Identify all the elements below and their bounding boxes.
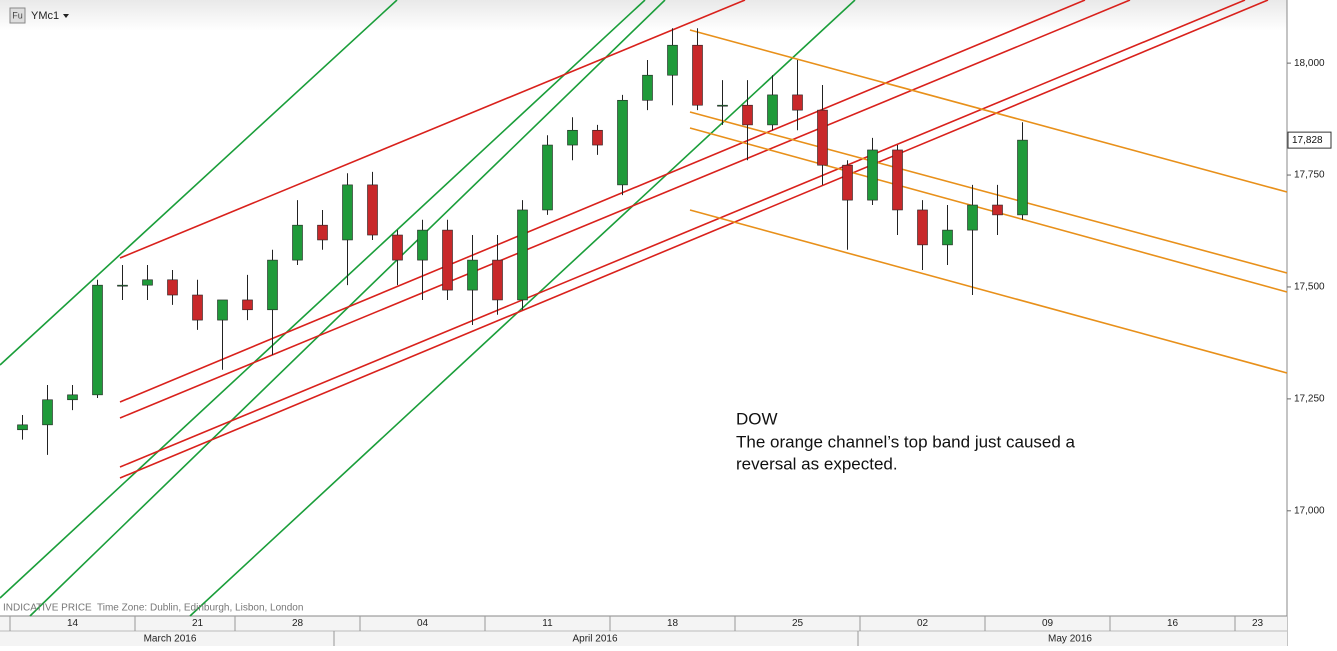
candle-body (167, 279, 178, 296)
x-tick-label: 11 (542, 618, 553, 629)
orange-channel (689, 29, 1288, 374)
y-tick-label: 17,250 (1294, 394, 1325, 405)
candle-body (242, 299, 253, 311)
candle-body (942, 229, 953, 246)
candle-body (442, 229, 453, 291)
red-channel (119, 0, 1269, 479)
trend-lines (0, 0, 1288, 617)
candle-body (467, 259, 478, 291)
candle-body (517, 209, 528, 301)
candle-body (317, 224, 328, 241)
month-label: April 2016 (572, 634, 617, 645)
candle-body (967, 204, 978, 231)
candle-body (142, 279, 153, 286)
candle-body (367, 184, 378, 236)
source-icon: Fu (12, 10, 23, 20)
month-label: March 2016 (144, 634, 197, 645)
plot-background (0, 0, 1287, 616)
timezone: Time Zone: Dublin, Edinburgh, Lisbon, Lo… (97, 603, 303, 614)
candle-body (867, 149, 878, 201)
candles (17, 28, 1028, 455)
x-tick-label: 25 (792, 618, 804, 629)
y-tick-label: 18,000 (1294, 58, 1325, 69)
x-tick-label: 02 (917, 618, 929, 629)
symbol-dropdown[interactable] (63, 14, 69, 18)
candle-body (42, 399, 53, 426)
candle-body (717, 104, 728, 107)
candle-body (992, 204, 1003, 216)
candle-body (817, 109, 828, 166)
candle-body (92, 284, 103, 396)
candle-body (767, 94, 778, 126)
annotation-line: reversal as expected. (736, 454, 898, 473)
candle-body (17, 424, 28, 431)
x-tick-label: 28 (292, 618, 304, 629)
last-price-box (1287, 131, 1332, 149)
candle-body (492, 259, 503, 301)
last-price-label: 17,828 (1292, 135, 1323, 146)
x-tick-label: 09 (1042, 618, 1054, 629)
source-icon-box (9, 7, 26, 24)
candle-body (67, 394, 78, 401)
week-separators (9, 616, 1236, 646)
candle-body (642, 74, 653, 101)
x-tick-label: 21 (192, 618, 204, 629)
candle-body (542, 144, 553, 211)
candle-body (917, 209, 928, 246)
y-tick-label: 17,750 (1294, 170, 1325, 181)
symbol[interactable]: YMc1 (31, 10, 59, 22)
y-tick-label: 17,500 (1294, 282, 1325, 293)
y-tick-label: 17,000 (1294, 505, 1325, 516)
candle-body (392, 234, 403, 261)
x-tick-label: 18 (667, 618, 679, 629)
month-label: May 2016 (1048, 634, 1092, 645)
annotation-title: DOW (736, 409, 778, 428)
x-tick-label: 16 (1167, 618, 1179, 629)
axis-background (1287, 0, 1337, 646)
annotation-line: The orange channel’s top band just cause… (736, 432, 1076, 451)
candle-body (117, 284, 128, 287)
candle-body (267, 259, 278, 311)
candle-body (617, 99, 628, 186)
candle-body (217, 299, 228, 321)
candle-body (192, 294, 203, 321)
candle-body (567, 129, 578, 146)
candle-body (592, 129, 603, 146)
x-tick-label: 23 (1252, 618, 1264, 629)
x-tick-label: 14 (67, 618, 79, 629)
candle-body (892, 149, 903, 211)
candle-body (742, 104, 753, 126)
candle-body (792, 94, 803, 111)
candle-body (667, 44, 678, 76)
candle-body (842, 164, 853, 201)
candle-body (342, 184, 353, 241)
footer-note: INDICATIVE PRICE (3, 603, 92, 614)
x-tick-label: 04 (417, 618, 429, 629)
candle-body (417, 229, 428, 261)
candle-body (292, 224, 303, 261)
candle-body (692, 44, 703, 106)
candle-body (1017, 139, 1028, 216)
